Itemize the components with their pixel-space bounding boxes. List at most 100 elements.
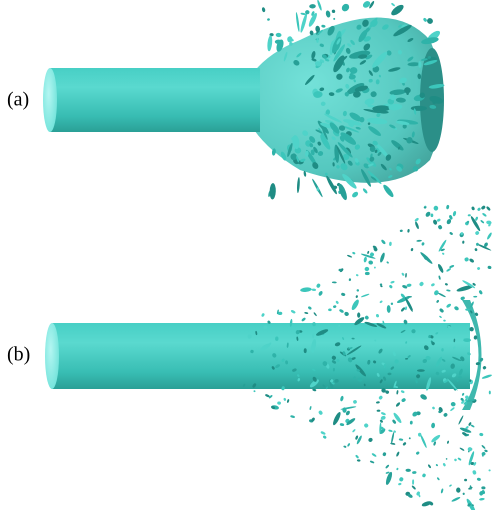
droplet [406,283,411,287]
droplet [377,410,381,412]
droplet [352,251,356,254]
droplet [267,35,273,51]
droplet [385,464,390,469]
droplet [309,406,312,410]
droplet [437,263,444,273]
droplet [462,241,464,244]
droplet [343,445,347,448]
droplet [476,242,479,246]
droplet [440,488,443,493]
droplet [450,402,455,407]
droplet [482,365,487,370]
droplet [395,402,401,408]
droplet [321,24,326,28]
droplet [442,252,445,255]
droplet [348,278,351,281]
droplet [411,485,416,490]
droplet [432,406,436,410]
droplet [396,467,399,470]
droplet [419,281,425,287]
droplet [389,284,393,289]
droplet [332,281,337,283]
droplet [477,207,481,211]
droplet [421,242,424,246]
droplet [363,257,367,263]
droplet [479,432,484,436]
droplet [390,302,393,305]
droplet [431,422,435,428]
droplet [446,289,451,292]
droplet [433,289,439,296]
droplet [471,206,475,211]
droplet [392,419,397,425]
droplet [439,315,442,318]
droplet [388,429,393,432]
droplet [468,214,471,216]
droplet [447,440,450,444]
droplet [433,206,438,211]
droplet [414,221,419,229]
droplet [371,453,377,458]
droplet [446,268,452,273]
droplet [427,464,431,469]
droplet [445,283,449,286]
droplet [283,398,286,402]
droplet [318,410,323,416]
droplet [421,500,432,507]
droplet [335,300,339,304]
droplet [457,457,461,461]
droplet [437,224,442,230]
droplet [410,248,413,252]
droplet [415,451,420,455]
droplet [419,393,428,401]
droplet [400,307,405,312]
droplet [446,458,448,460]
droplet [367,251,370,255]
droplet [437,477,441,481]
droplet [396,390,399,395]
droplet [462,492,465,495]
droplet [355,454,359,458]
droplet [325,10,331,18]
droplet [446,303,452,309]
droplet [382,452,386,457]
droplet [399,477,404,482]
droplet [474,248,478,252]
droplet [464,257,469,262]
droplet [481,486,485,489]
droplet [443,319,446,321]
droplet [460,296,465,301]
droplet [430,213,433,217]
droplet [390,442,395,445]
droplet [386,261,389,264]
droplet [412,479,414,484]
droplet [253,390,256,392]
droplet [470,424,475,428]
droplet [290,309,296,314]
jet-cap [43,68,57,132]
droplet [299,13,308,34]
droplet [443,412,448,417]
liquid-jet [50,68,260,132]
droplet [332,9,336,13]
droplet [313,312,317,317]
droplet [381,412,387,416]
panel-a: (a) [7,0,445,201]
droplet [364,315,369,320]
droplet [364,267,369,272]
droplet [376,401,380,404]
droplet [368,260,373,265]
droplet [357,312,360,317]
droplet [473,296,477,298]
droplet [438,292,447,298]
droplet [379,252,386,263]
droplet [456,487,461,492]
droplet [449,484,452,487]
droplet [356,274,359,277]
droplet [333,305,337,309]
droplet [353,400,358,404]
droplet [340,2,350,12]
panel-b: (b) [7,205,493,510]
droplet [391,2,396,6]
droplet [267,18,270,21]
